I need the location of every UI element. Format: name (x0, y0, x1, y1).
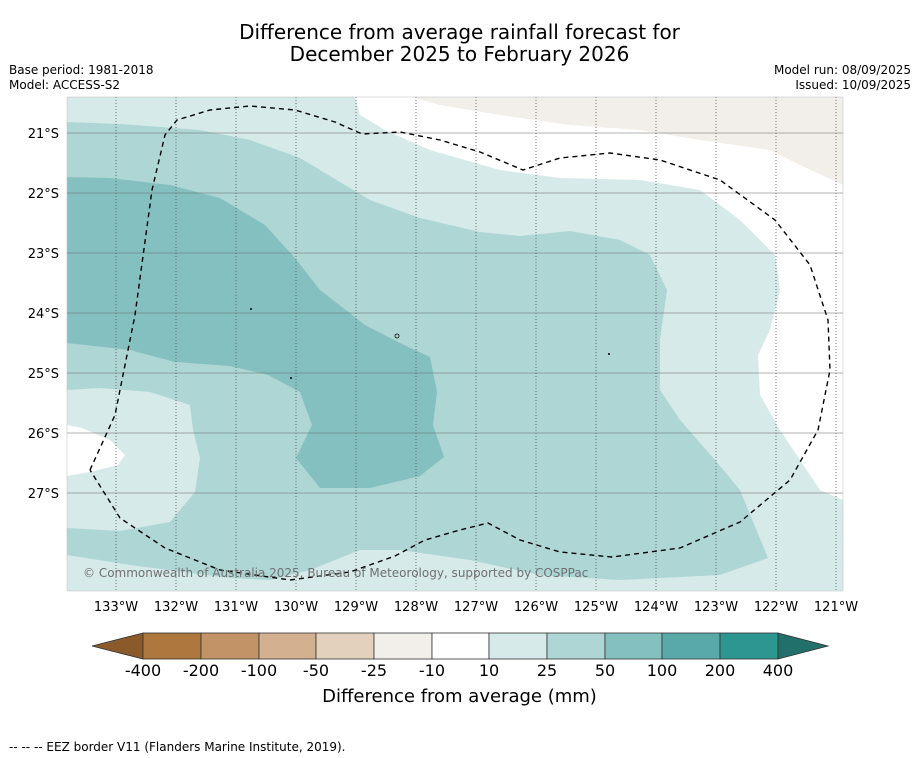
colorbar (91, 632, 830, 660)
lon-label: 124°W (634, 600, 678, 615)
eez-border (89, 105, 831, 581)
lon-label: 126°W (514, 600, 558, 615)
colorbar-swatch (661, 632, 721, 660)
model-run-label: Model run: 08/09/2025 (773, 63, 911, 77)
lon-label: 121°W (814, 600, 858, 615)
colorbar-label: -25 (361, 661, 387, 680)
colorbar-swatch (431, 632, 490, 660)
colorbar-extend-high (777, 632, 830, 660)
lon-label: 131°W (214, 600, 258, 615)
lat-label: 22°S (28, 187, 59, 202)
lon-label: 123°W (694, 600, 738, 615)
colorbar-label: 25 (537, 661, 557, 680)
lon-label: 132°W (154, 600, 198, 615)
lon-label: 128°W (394, 600, 438, 615)
band-50-100 (67, 177, 444, 488)
lon-label: 125°W (574, 600, 618, 615)
lat-label: 26°S (28, 427, 59, 442)
colorbar-swatch (142, 632, 202, 660)
lat-label: 27°S (28, 487, 59, 502)
colorbar-label: -50 (303, 661, 329, 680)
colorbar-swatch (488, 632, 548, 660)
graticule-lat (67, 132, 843, 494)
colorbar-label: 200 (705, 661, 736, 680)
lat-label: 23°S (28, 247, 59, 262)
band-neutral-left (67, 425, 125, 476)
base-period-label: Base period: 1981-2018 (9, 63, 154, 77)
colorbar-label: 50 (595, 661, 615, 680)
lat-labels: 21°S 22°S 23°S 24°S 25°S 26°S 27°S (28, 127, 59, 502)
band-negative-light (410, 97, 843, 185)
issued-label: Issued: 10/09/2025 (795, 78, 911, 92)
colorbar-swatch (315, 632, 375, 660)
lon-label: 129°W (334, 600, 378, 615)
colorbar-label: 400 (763, 661, 794, 680)
model-label: Model: ACCESS-S2 (9, 78, 121, 92)
colorbar-label: 100 (647, 661, 678, 680)
copyright-text: © Commonwealth of Australia 2025, Bureau… (83, 566, 588, 580)
island-marker (394, 333, 400, 339)
colorbar-swatch (373, 632, 433, 660)
colorbar-label: -200 (183, 661, 219, 680)
lat-label: 21°S (28, 127, 59, 142)
lon-label: 127°W (454, 600, 498, 615)
map-title-line1: Difference from average rainfall forecas… (239, 20, 680, 44)
island-marker (608, 353, 610, 355)
colorbar-extend-low (91, 632, 144, 660)
colorbar-label: -400 (125, 661, 161, 680)
colorbar-label: -100 (241, 661, 277, 680)
island-marker (290, 377, 292, 379)
lon-label: 130°W (274, 600, 318, 615)
colorbar-label: 10 (479, 661, 499, 680)
map-plot-area: © Commonwealth of Australia 2025, Bureau… (67, 97, 843, 591)
colorbar-swatch (604, 632, 663, 660)
graticule (115, 97, 837, 591)
colorbar-swatch (719, 632, 779, 660)
lat-label: 24°S (28, 307, 59, 322)
colorbar-swatch (546, 632, 606, 660)
lat-label: 25°S (28, 367, 59, 382)
band-neutral-upper (355, 97, 843, 500)
colorbar-labels: -400 -200 -100 -50 -25 -10 10 25 50 100 … (125, 661, 793, 680)
colorbar-title: Difference from average (mm) (322, 686, 597, 707)
colorbar-swatch (258, 632, 317, 660)
lon-labels: 133°W 132°W 131°W 130°W 129°W 128°W 127°… (94, 600, 858, 615)
lon-label: 133°W (94, 600, 138, 615)
colorbar-swatch (200, 632, 260, 660)
map-title-line2: December 2025 to February 2026 (289, 42, 630, 66)
map-frame (66, 96, 844, 592)
island-marker (250, 308, 252, 310)
eez-footnote: -- -- -- EEZ border V11 (Flanders Marine… (9, 740, 346, 754)
lon-label: 122°W (754, 600, 798, 615)
colorbar-label: -10 (419, 661, 445, 680)
